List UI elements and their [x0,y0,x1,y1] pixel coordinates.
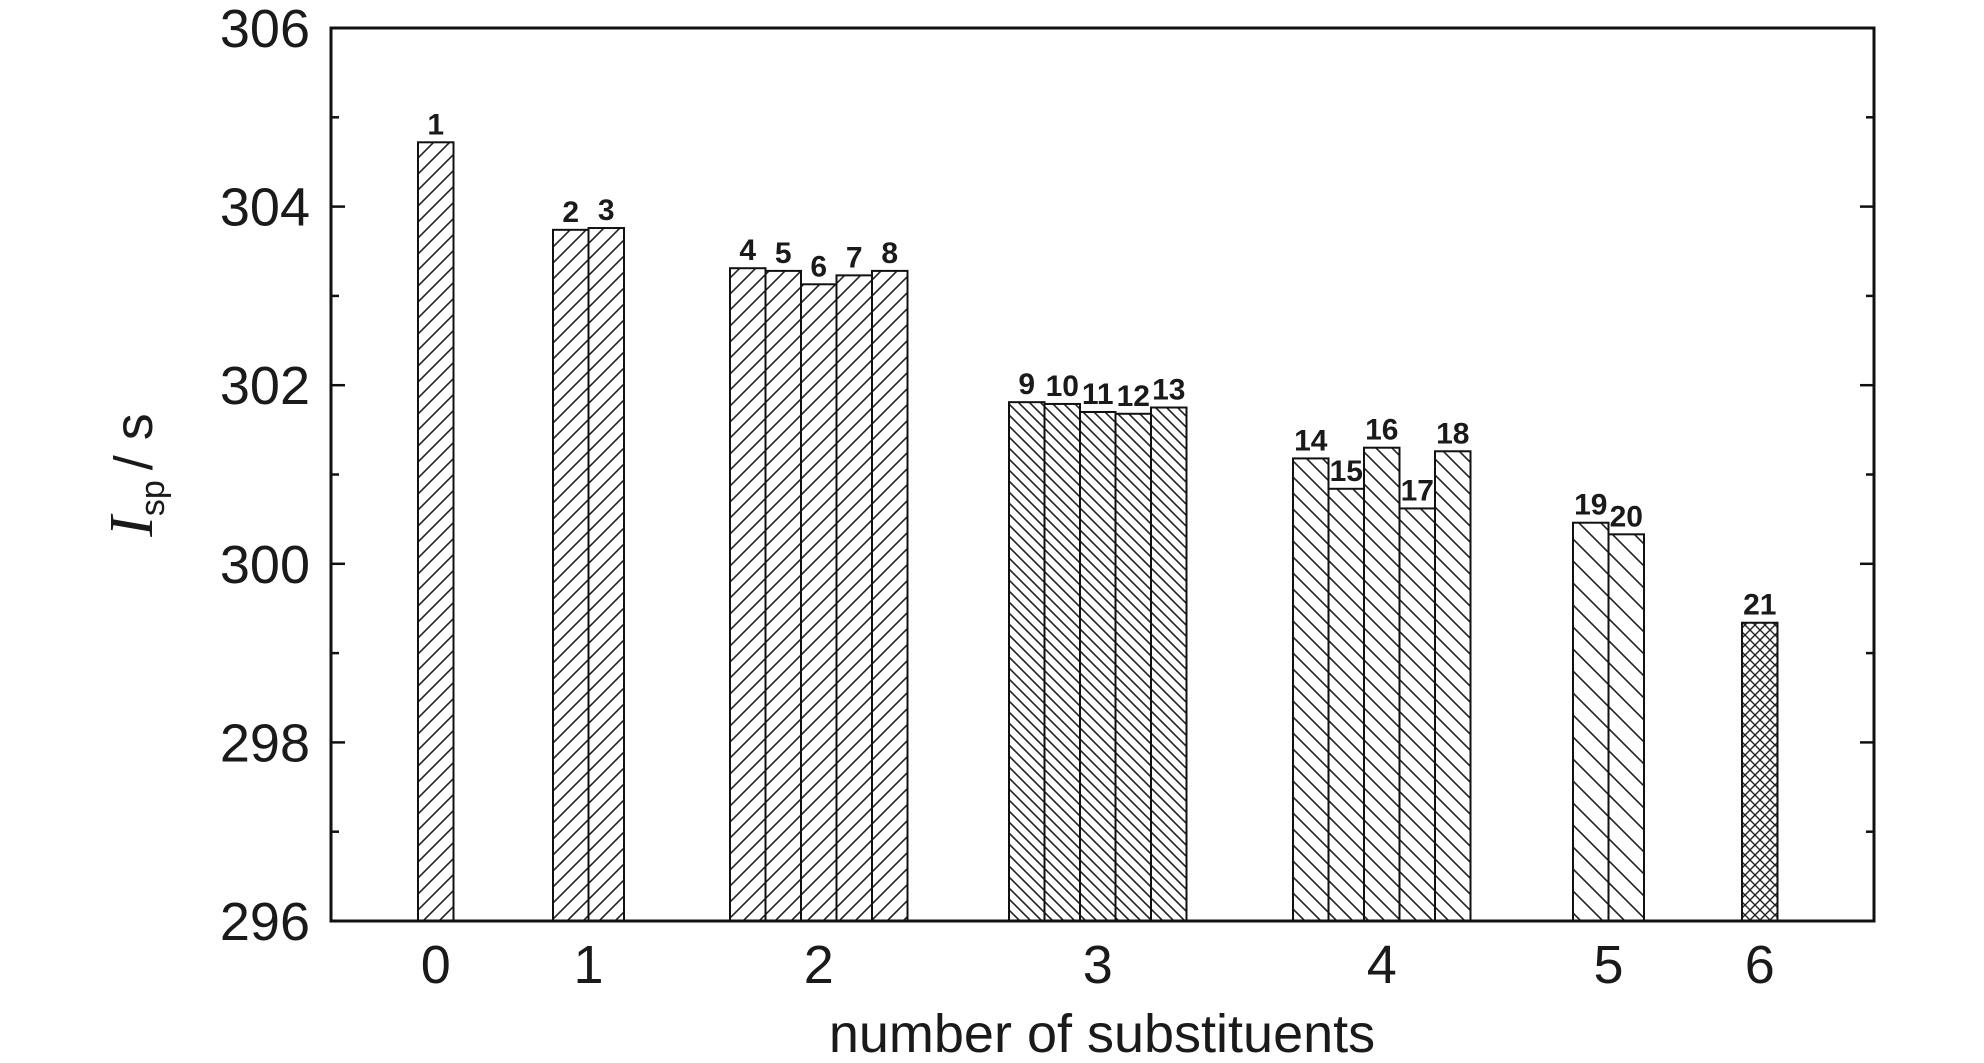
x-axis: 0 1 2 3 4 5 6 [421,935,1775,995]
bar-label-10: 10 [1046,370,1079,403]
bar-11 [1079,410,1117,922]
bar-9 [1008,401,1046,922]
bar-label-9: 9 [1018,368,1035,401]
x-tick-label-3: 3 [1083,935,1113,995]
bar-20 [1607,533,1645,922]
y-tick-label-298: 298 [220,713,310,773]
y-axis-title-unit: / s [104,413,164,470]
y-axis-title: Isp / s [98,413,172,538]
bar-label-19: 19 [1574,489,1607,522]
bar-label-6: 6 [810,250,827,283]
bar-label-14: 14 [1294,424,1328,457]
bar-label-17: 17 [1401,474,1434,507]
bar-1 [417,141,455,922]
bar-label-3: 3 [598,194,615,227]
bar-label-15: 15 [1330,455,1363,488]
x-tick-label-5: 5 [1593,935,1623,995]
bar-19 [1572,521,1610,922]
bar-2 [552,228,590,922]
bar-label-7: 7 [846,241,863,274]
bar-label-2: 2 [562,196,579,229]
bar-label-5: 5 [775,237,792,270]
x-tick-label-0: 0 [421,935,451,995]
bar-label-8: 8 [881,237,898,270]
bar-label-4: 4 [739,234,756,267]
bar-label-12: 12 [1117,380,1150,413]
bar-15 [1327,487,1365,922]
bar-10 [1043,402,1081,922]
bar-13 [1150,406,1188,922]
bar-5 [764,269,802,922]
bar-17 [1398,507,1436,922]
bar-3 [587,227,625,923]
y-axis-title-subscript: sp [134,480,172,516]
bar-label-18: 18 [1436,417,1469,450]
bar-12 [1114,412,1152,922]
bar-18 [1434,450,1472,922]
bar-label-11: 11 [1082,378,1114,411]
bar-4 [729,267,767,923]
y-axis-title-symbol: I [98,513,166,538]
bar-6 [800,283,838,922]
bar-label-1: 1 [427,108,444,141]
y-tick-label-296: 296 [220,892,310,952]
x-tick-label-1: 1 [573,935,603,995]
svg-text:Isp/ s: Isp / s [98,413,172,538]
bar-label-16: 16 [1365,414,1398,447]
x-tick-label-2: 2 [804,935,834,995]
bar-label-21: 21 [1743,589,1776,622]
bar-16 [1363,446,1401,922]
x-tick-label-4: 4 [1367,935,1397,995]
y-tick-label-306: 306 [220,0,310,59]
x-axis-title: number of substituents [829,1004,1375,1063]
bar-8 [871,269,909,922]
bar-7 [835,274,873,922]
y-tick-label-300: 300 [220,535,310,595]
bars [417,141,1779,923]
y-tick-label-302: 302 [220,356,310,416]
y-tick-label-304: 304 [220,178,310,238]
bar-label-20: 20 [1610,500,1643,533]
bar-label-13: 13 [1152,374,1185,407]
bar-21 [1741,621,1779,922]
bar-14 [1292,457,1330,922]
x-tick-label-6: 6 [1745,935,1775,995]
